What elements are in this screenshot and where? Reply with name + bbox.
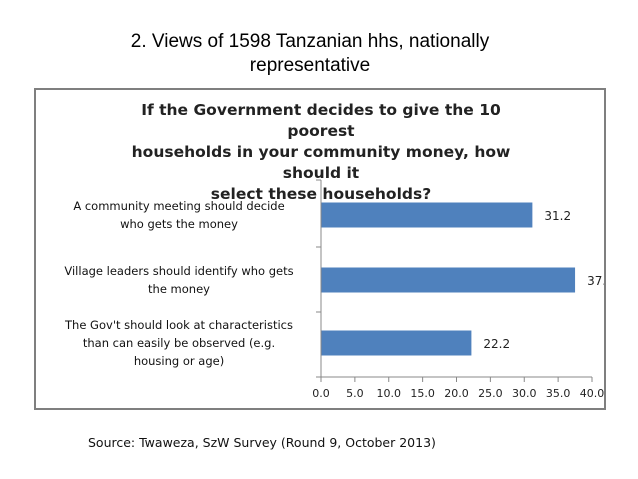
category-label-3-line-2: than can easily be observed (e.g.: [82, 336, 276, 350]
bar-chart: 31.2 37.5 22.2 0.0 5.0 10.0 15.0 20.0 25.0 30.0 35…: [312, 179, 604, 400]
bar-2: [321, 267, 576, 293]
category-label-3: The Gov't should look at characteristics…: [44, 316, 314, 370]
source-note: Source: Twaweza, SzW Survey (Round 9, Oc…: [88, 435, 436, 450]
chart-title: If the Government decides to give the 10…: [106, 100, 536, 205]
x-tick-label-3: 10.0: [377, 387, 402, 400]
x-tick-label-7: 30.0: [512, 387, 537, 400]
chart-title-line-1: If the Government decides to give the 10…: [141, 101, 501, 140]
chart-title-line-2: households in your community money, how …: [131, 143, 511, 182]
slide-title-line-1: 2. Views of 1598 Tanzanian hhs, national…: [130, 31, 490, 52]
category-label-3-line-1: The Gov't should look at characteristics: [65, 318, 293, 332]
category-label-2-line-2: the money: [148, 282, 210, 296]
category-label-2: Village leaders should identify who gets…: [44, 262, 314, 298]
category-label-1-line-2: who gets the money: [120, 217, 238, 231]
x-tick-label-9: 40.0: [580, 387, 604, 400]
category-label-2-line-1: Village leaders should identify who gets: [64, 264, 294, 278]
chart-frame: If the Government decides to give the 10…: [34, 88, 606, 410]
data-label-1: 31.2: [544, 209, 571, 223]
category-label-1-line-1: A community meeting should decide: [73, 199, 285, 213]
slide-title-line-2: representative: [249, 55, 371, 76]
category-label-3-line-3: housing or age): [133, 354, 225, 368]
x-tick-label-1: 0.0: [312, 387, 330, 400]
bar-1: [321, 202, 533, 228]
x-tick-label-8: 35.0: [546, 387, 571, 400]
x-tick-label-2: 5.0: [346, 387, 364, 400]
data-label-2: 37.5: [587, 274, 604, 288]
x-tick-label-6: 25.0: [478, 387, 503, 400]
x-tick-label-5: 20.0: [444, 387, 469, 400]
data-label-3: 22.2: [483, 337, 510, 351]
bar-3: [321, 330, 472, 356]
slide-title: 2. Views of 1598 Tanzanian hhs, national…: [60, 30, 560, 78]
x-tick-label-4: 15.0: [410, 387, 435, 400]
category-label-1: A community meeting should decide who get…: [44, 197, 314, 233]
